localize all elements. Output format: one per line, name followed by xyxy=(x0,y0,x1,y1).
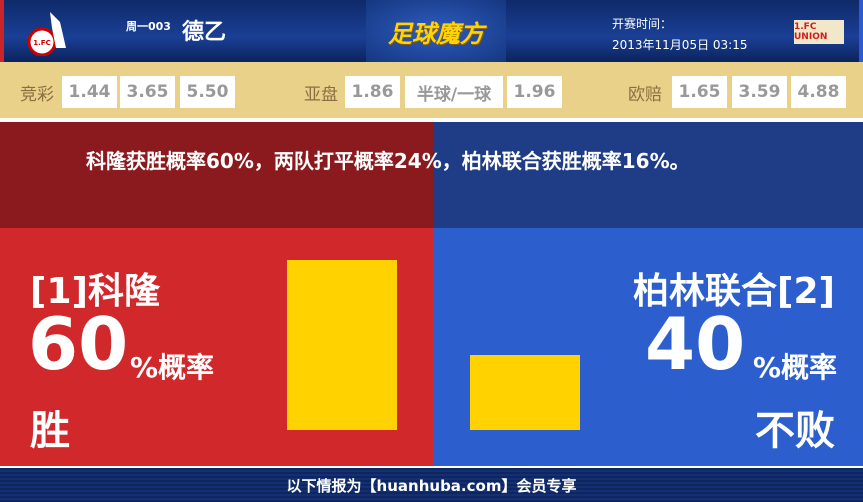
yapan-handicap: 半球/一球 xyxy=(405,76,503,108)
away-percent: 40 xyxy=(645,302,746,386)
home-probability-bar xyxy=(287,260,397,430)
away-panel: 柏林联合[2] 40 %概率 不败 xyxy=(433,228,863,466)
home-unit: %概率 xyxy=(130,351,215,384)
header: 1.FC 周一003 德乙 足球魔方 开赛时间： 2013年11月05日 03:… xyxy=(0,0,863,62)
away-probability-bar xyxy=(470,355,580,430)
brand-logo: 足球魔方 xyxy=(366,0,506,62)
oupei-win: 1.65 xyxy=(672,76,727,108)
home-team-logo: 1.FC xyxy=(27,12,66,56)
away-unit: %概率 xyxy=(752,351,837,384)
away-team-logo: 1.FC UNION xyxy=(794,20,844,44)
jingcai-label: 竞彩 xyxy=(20,85,54,105)
home-percent: 60 xyxy=(28,302,129,386)
home-name: [1]科隆 xyxy=(30,271,160,312)
match-number: 周一003 xyxy=(126,20,171,33)
yapan-label: 亚盘 xyxy=(304,85,338,105)
jingcai-win: 1.44 xyxy=(62,76,117,108)
summary-text: 科隆获胜概率60%，两队打平概率24%，柏林联合获胜概率16%。 xyxy=(86,149,690,173)
svg-text:1.FC: 1.FC xyxy=(33,39,50,47)
away-outcome: 不败 xyxy=(755,408,835,454)
league-name: 德乙 xyxy=(182,20,227,45)
odds-strip: 竞彩 1.44 3.65 5.50 亚盘 1.86 半球/一球 1.96 欧赔 … xyxy=(0,62,863,118)
oupei-draw: 3.59 xyxy=(732,76,787,108)
footer-banner[interactable]: 以下情报为【huanhuba.com】会员专享 xyxy=(0,466,863,502)
oupei-loss: 4.88 xyxy=(791,76,846,108)
oupei-label: 欧赔 xyxy=(628,85,662,105)
summary-band: 科隆获胜概率60%，两队打平概率24%，柏林联合获胜概率16%。 xyxy=(0,122,863,228)
kickoff-label: 开赛时间： xyxy=(612,17,673,31)
yapan-away: 1.96 xyxy=(507,76,562,108)
away-name: 柏林联合[2] xyxy=(633,271,835,312)
jingcai-draw: 3.65 xyxy=(120,76,175,108)
kickoff-time: 2013年11月05日 03:15 xyxy=(612,38,748,52)
home-panel: [1]科隆 60 %概率 胜 xyxy=(0,228,433,466)
jingcai-loss: 5.50 xyxy=(180,76,235,108)
home-outcome: 胜 xyxy=(30,408,70,454)
yapan-home: 1.86 xyxy=(345,76,400,108)
